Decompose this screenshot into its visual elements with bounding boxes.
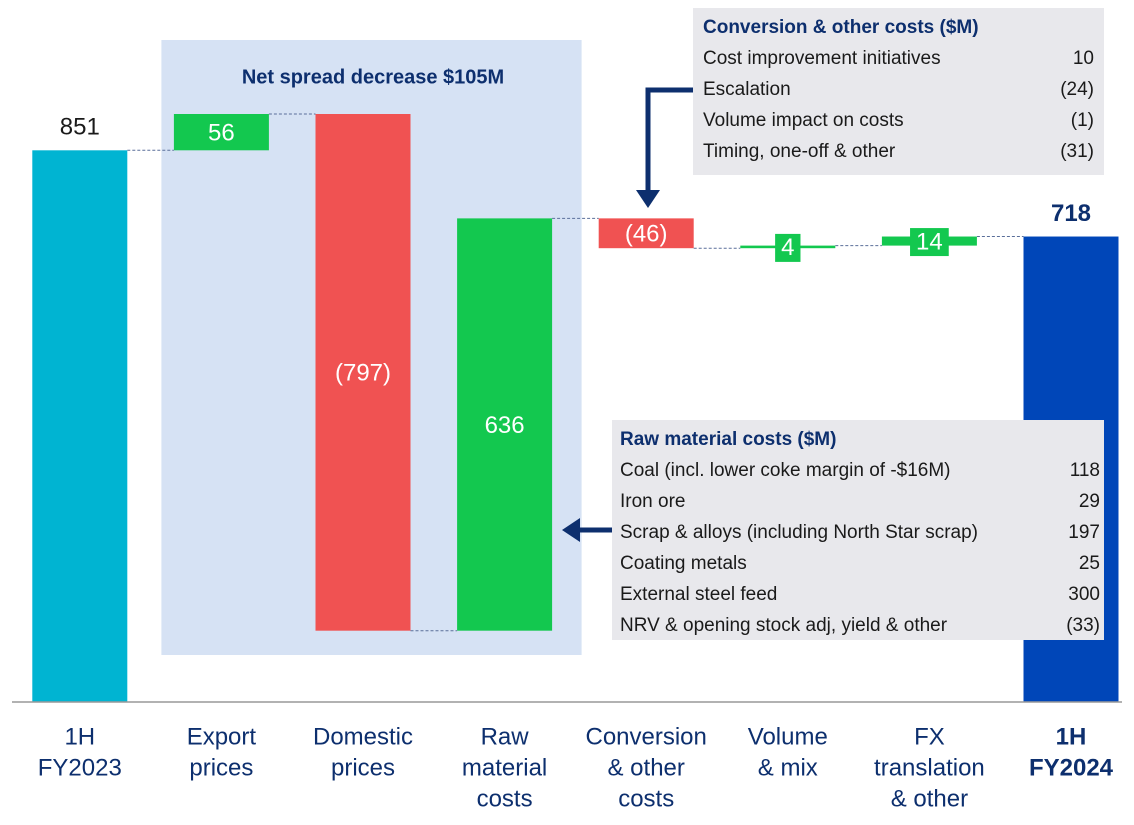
x-tick-label: Volume (748, 723, 828, 750)
annotation-row-label: Coating metals (620, 553, 747, 574)
annotation-row-value: 197 (1068, 522, 1100, 543)
annotation-row-value: (31) (1060, 141, 1094, 162)
annotation-row-value: (24) (1060, 79, 1094, 100)
value-label: 636 (485, 412, 525, 439)
arrowhead (636, 190, 660, 208)
value-label-box (775, 233, 801, 262)
annotation-title: Raw material costs ($M) (620, 429, 836, 450)
x-tick-label: translation (874, 754, 985, 781)
annotation-row-value: 300 (1068, 584, 1100, 605)
x-tick-label: costs (477, 785, 533, 812)
bar (173, 114, 269, 151)
x-tick-label: FX (914, 723, 945, 750)
bar (315, 114, 411, 631)
annotation-row-label: Iron ore (620, 491, 685, 512)
value-label: 56 (208, 119, 235, 146)
x-tick-label: prices (189, 754, 253, 781)
x-tick-label: FY2023 (38, 754, 122, 781)
value-label: 851 (60, 114, 100, 141)
x-tick-label: costs (618, 785, 674, 812)
annotation-row-label: Coal (incl. lower coke margin of -$16M) (620, 460, 951, 481)
arrow (645, 87, 693, 192)
annotation-title: Conversion & other costs ($M) (703, 17, 979, 38)
arrowhead (562, 518, 580, 542)
x-tick-label: Domestic (313, 723, 413, 750)
value-label: (46) (625, 221, 668, 248)
value-label: 718 (1051, 200, 1091, 227)
x-tick-label: 1H (64, 723, 95, 750)
annotation-row-label: NRV & opening stock adj, yield & other (620, 615, 948, 636)
annotation-box (693, 8, 1104, 175)
x-tick-label: Export (187, 723, 257, 750)
bar (32, 150, 128, 702)
annotation-row-value: 29 (1079, 491, 1100, 512)
x-tick-label: & mix (758, 754, 818, 781)
annotation-box (612, 420, 1104, 640)
x-tick-label: material (462, 754, 547, 781)
annotation-row-label: Timing, one-off & other (703, 141, 896, 162)
bar (457, 218, 553, 631)
annotation-row-label: Cost improvement initiatives (703, 48, 941, 69)
annotation-row-label: Scrap & alloys (including North Star scr… (620, 522, 978, 543)
bar (598, 218, 694, 249)
value-label: 14 (916, 228, 943, 255)
value-label: (797) (335, 360, 391, 387)
x-tick-label: & other (608, 754, 685, 781)
annotation-row-label: Escalation (703, 79, 791, 100)
value-label-box (910, 228, 949, 257)
x-tick-label: & other (891, 785, 968, 812)
annotation-row-value: 10 (1073, 48, 1094, 69)
annotation-row-label: External steel feed (620, 584, 777, 605)
highlight-label: Net spread decrease $105M (242, 66, 504, 88)
annotation-row-value: (1) (1071, 110, 1094, 131)
x-tick-label: prices (331, 754, 395, 781)
x-tick-label: FY2024 (1029, 754, 1114, 781)
x-tick-label: Conversion (585, 723, 706, 750)
x-tick-label: 1H (1056, 723, 1087, 750)
value-label: 4 (781, 234, 794, 261)
annotation-row-value: 118 (1070, 460, 1100, 481)
x-tick-label: Raw (481, 723, 530, 750)
annotation-row-value: (33) (1066, 615, 1100, 636)
annotation-row-value: 25 (1079, 553, 1100, 574)
annotation-row-label: Volume impact on costs (703, 110, 904, 131)
